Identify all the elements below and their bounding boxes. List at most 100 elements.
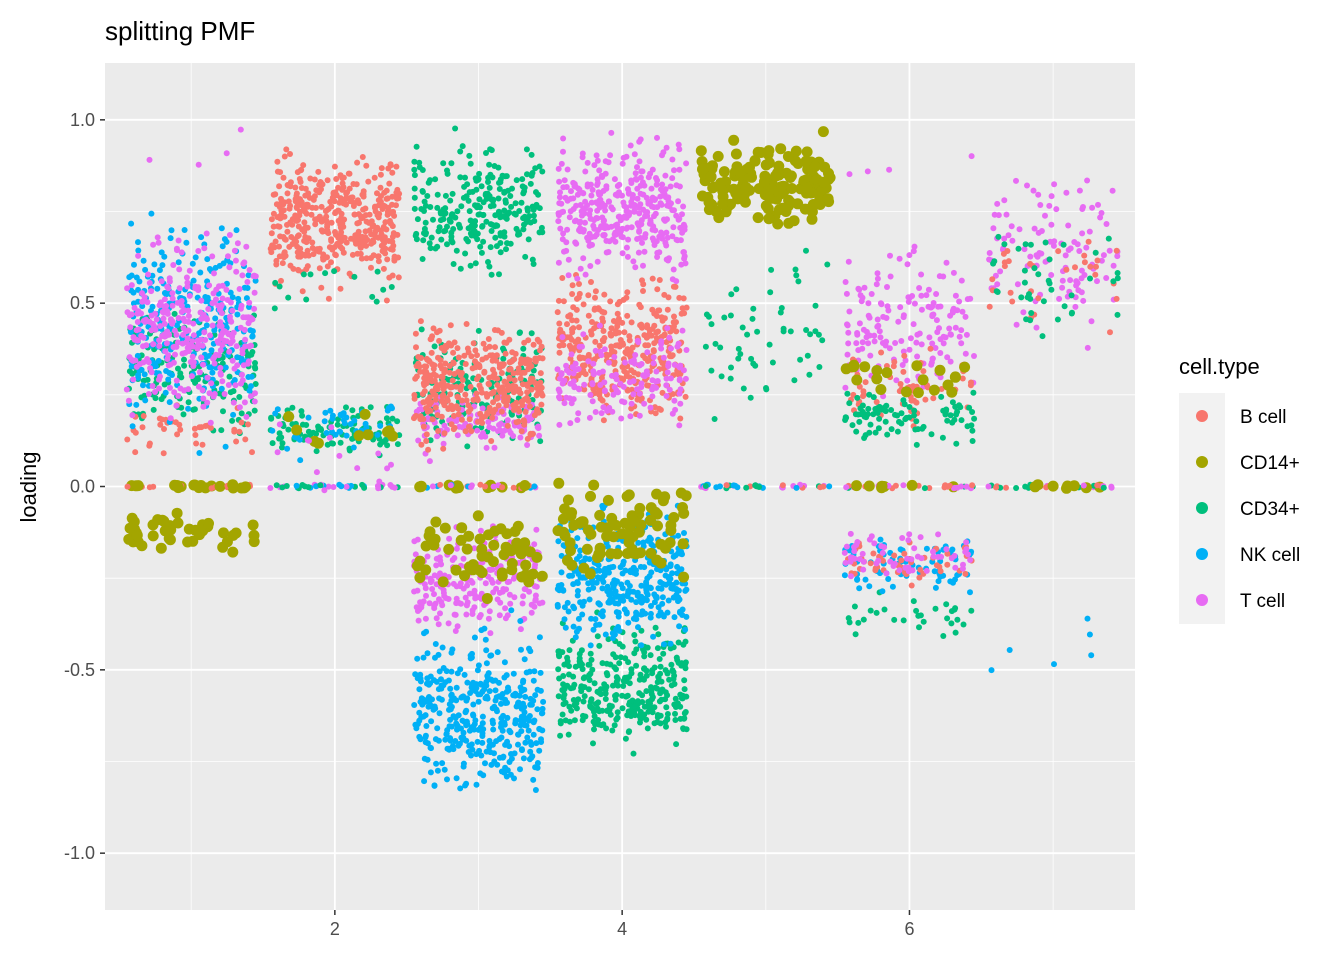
data-point-nk-cell (182, 227, 188, 233)
data-point-cd34- (483, 219, 489, 225)
data-point-t-cell (684, 347, 690, 353)
data-point-b-cell (333, 176, 339, 182)
data-point-b-cell (245, 421, 251, 427)
data-point-b-cell (489, 415, 495, 421)
data-point-t-cell (580, 190, 586, 196)
data-point-b-cell (282, 154, 288, 160)
data-point-cd34- (487, 172, 493, 178)
data-point-b-cell (356, 229, 362, 235)
data-point-nk-cell (423, 629, 429, 635)
data-point-t-cell (489, 567, 495, 573)
data-point-t-cell (676, 422, 682, 428)
data-point-t-cell (472, 595, 478, 601)
data-point-t-cell (622, 360, 628, 366)
data-point-t-cell (587, 415, 593, 421)
data-point-t-cell (162, 321, 168, 327)
data-point-nk-cell (416, 710, 422, 716)
data-point-t-cell (170, 319, 176, 325)
data-point-cd14- (440, 523, 451, 534)
data-point-nk-cell (521, 722, 527, 728)
data-point-nk-cell (524, 670, 530, 676)
data-point-cd34- (463, 236, 469, 242)
data-point-cd14- (414, 572, 425, 583)
data-point-cd34- (343, 404, 349, 410)
data-point-t-cell (200, 343, 206, 349)
data-point-nk-cell (338, 412, 344, 418)
data-point-b-cell (437, 363, 443, 369)
data-point-cd34- (529, 152, 535, 158)
data-point-nk-cell (462, 672, 468, 678)
data-point-cd14- (753, 212, 764, 223)
data-point-t-cell (497, 590, 503, 596)
data-point-t-cell (192, 285, 198, 291)
data-point-nk-cell (442, 767, 448, 773)
data-point-t-cell (275, 449, 281, 455)
data-point-nk-cell (519, 688, 525, 694)
data-point-t-cell (487, 630, 493, 636)
data-point-t-cell (226, 382, 232, 388)
data-point-cd34- (318, 427, 324, 433)
data-point-b-cell (278, 278, 284, 284)
data-point-t-cell (606, 405, 612, 411)
data-point-t-cell (566, 257, 572, 263)
data-point-b-cell (239, 420, 245, 426)
data-point-nk-cell (141, 258, 147, 264)
data-point-b-cell (418, 318, 424, 324)
data-point-cd34- (638, 672, 644, 678)
data-point-nk-cell (638, 583, 644, 589)
data-point-nk-cell (517, 766, 523, 772)
data-point-cd34- (556, 652, 562, 658)
data-point-b-cell (598, 396, 604, 402)
data-point-nk-cell (223, 444, 229, 450)
data-point-cd34- (486, 162, 492, 168)
data-point-cd34- (535, 192, 541, 198)
data-point-cd14- (497, 571, 508, 582)
data-point-cd34- (655, 631, 661, 637)
data-point-nk-cell (603, 632, 609, 638)
data-point-cd34- (636, 690, 642, 696)
data-point-nk-cell (148, 211, 154, 217)
data-point-cd14- (438, 576, 449, 587)
data-point-t-cell (470, 580, 476, 586)
data-point-nk-cell (672, 614, 678, 620)
data-point-t-cell (609, 373, 615, 379)
data-point-t-cell (593, 409, 599, 415)
data-point-t-cell (614, 222, 620, 228)
data-point-cd34- (816, 332, 822, 338)
data-point-b-cell (588, 279, 594, 285)
data-point-t-cell (612, 239, 618, 245)
data-point-b-cell (374, 190, 380, 196)
data-point-cd34- (657, 671, 663, 677)
data-point-b-cell (516, 365, 522, 371)
data-point-nk-cell (433, 641, 439, 647)
data-point-t-cell (563, 195, 569, 201)
data-point-nk-cell (469, 685, 475, 691)
data-point-b-cell (425, 447, 431, 453)
data-point-cd14- (907, 480, 918, 491)
data-point-t-cell (606, 360, 612, 366)
data-point-cd14- (634, 503, 645, 514)
data-point-nk-cell (598, 576, 604, 582)
data-point-b-cell (327, 244, 333, 250)
data-point-cd34- (598, 686, 604, 692)
data-point-nk-cell (532, 692, 538, 698)
data-point-b-cell (569, 291, 575, 297)
data-point-nk-cell (142, 397, 148, 403)
data-point-b-cell (295, 202, 301, 208)
data-point-cd34- (505, 188, 511, 194)
data-point-nk-cell (653, 594, 659, 600)
data-point-t-cell (604, 250, 610, 256)
data-point-b-cell (433, 397, 439, 403)
data-point-t-cell (566, 272, 572, 278)
data-point-b-cell (459, 383, 465, 389)
data-point-t-cell (168, 415, 174, 421)
data-point-t-cell (446, 536, 452, 542)
data-point-t-cell (630, 258, 636, 264)
data-point-nk-cell (487, 653, 493, 659)
data-point-cd34- (781, 328, 787, 334)
data-point-t-cell (209, 253, 215, 259)
data-point-b-cell (601, 310, 607, 316)
data-point-nk-cell (306, 415, 312, 421)
data-point-cd34- (218, 427, 224, 433)
data-point-cd34- (514, 177, 520, 183)
